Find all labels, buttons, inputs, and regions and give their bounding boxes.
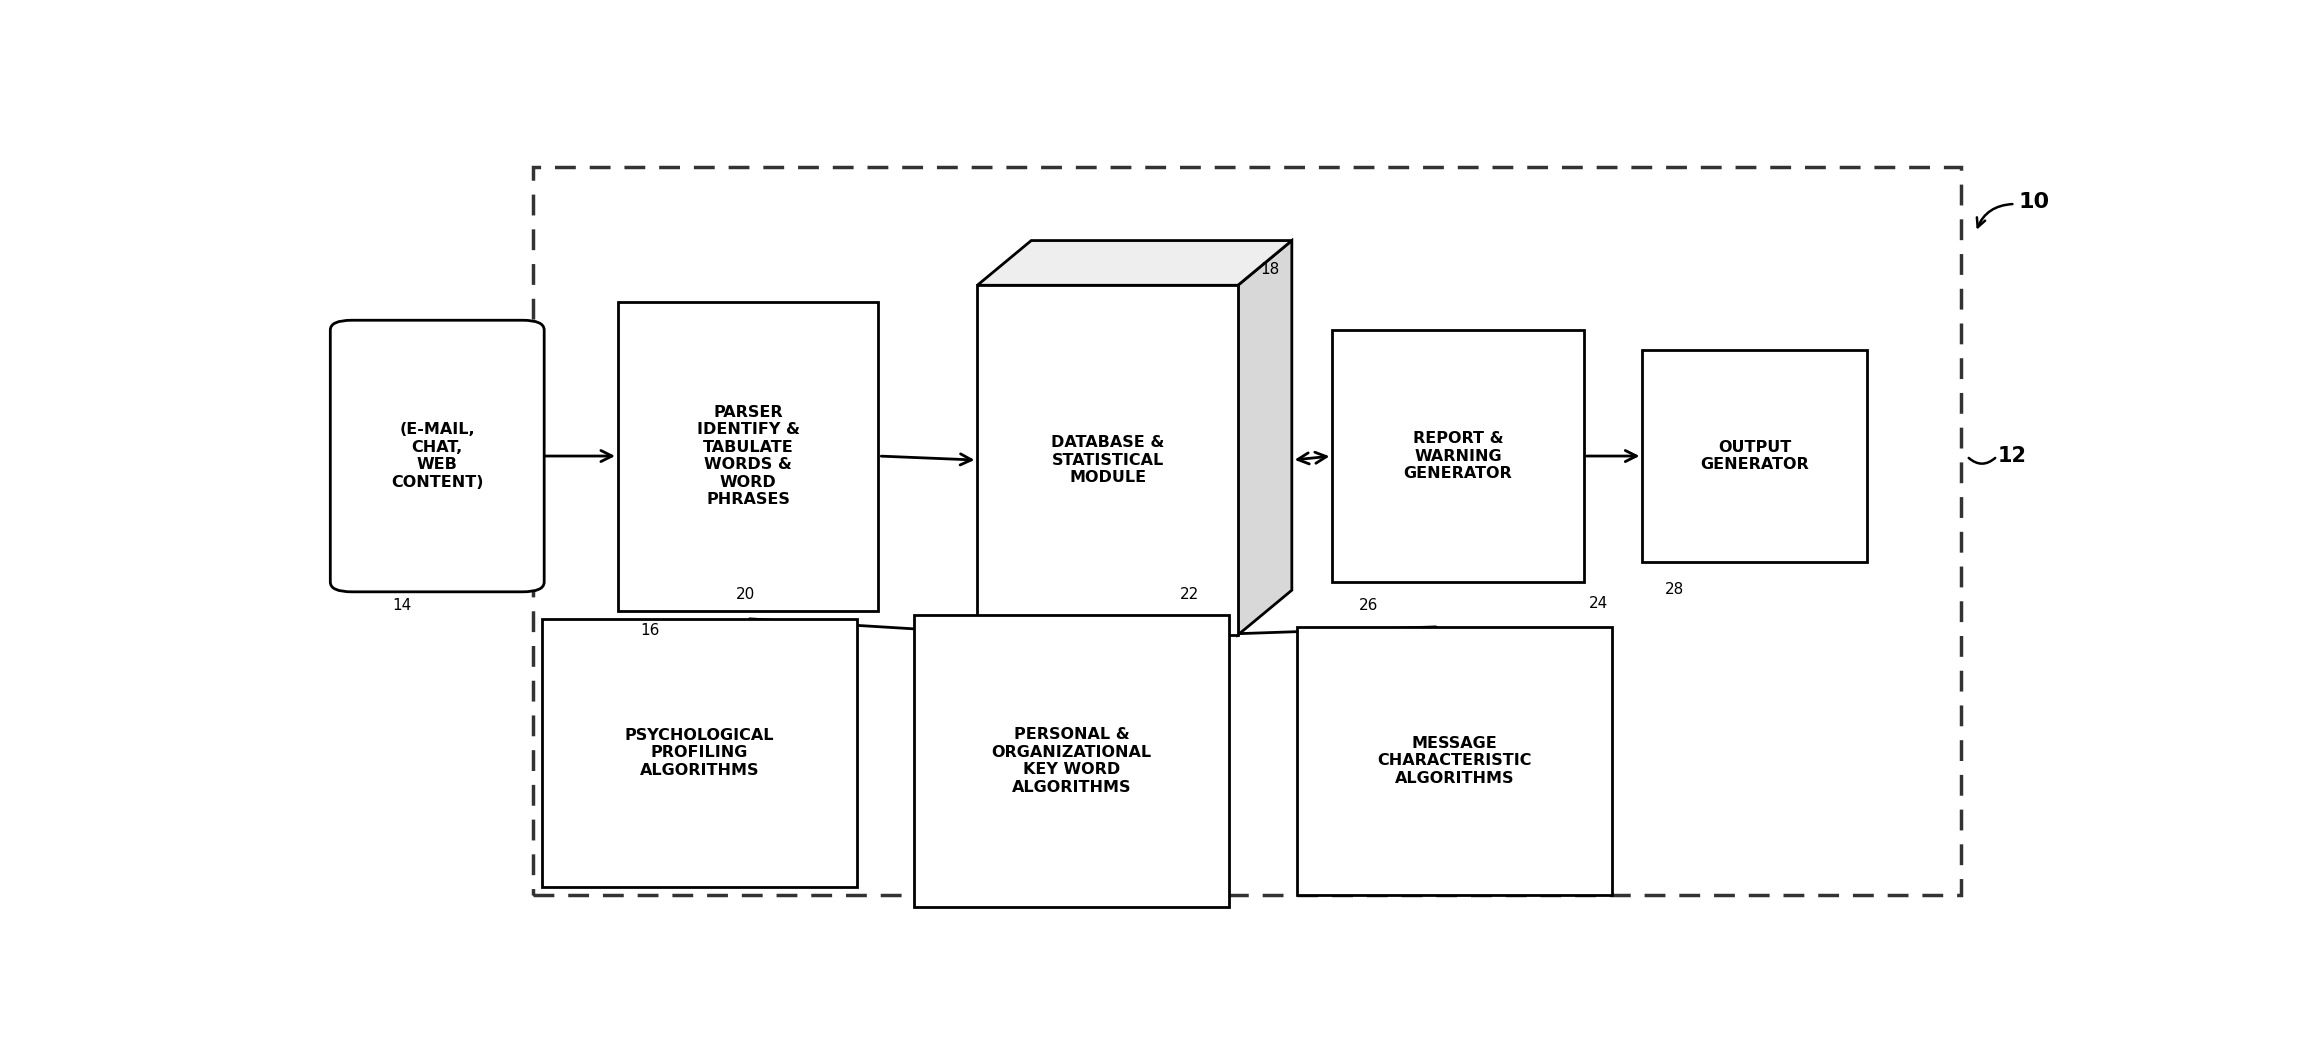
- FancyBboxPatch shape: [1296, 627, 1612, 895]
- Text: 14: 14: [392, 599, 410, 614]
- Text: 24: 24: [1589, 596, 1609, 610]
- Text: MESSAGE
CHARACTERISTIC
ALGORITHMS: MESSAGE CHARACTERISTIC ALGORITHMS: [1377, 736, 1533, 786]
- Text: 10: 10: [2020, 192, 2050, 212]
- Text: REPORT &
WARNING
GENERATOR: REPORT & WARNING GENERATOR: [1403, 431, 1512, 480]
- Text: 26: 26: [1359, 599, 1377, 614]
- FancyBboxPatch shape: [976, 285, 1238, 635]
- FancyBboxPatch shape: [617, 302, 879, 610]
- FancyBboxPatch shape: [329, 320, 545, 591]
- FancyBboxPatch shape: [1642, 351, 1867, 562]
- Text: PSYCHOLOGICAL
PROFILING
ALGORITHMS: PSYCHOLOGICAL PROFILING ALGORITHMS: [624, 728, 775, 777]
- Polygon shape: [976, 241, 1292, 285]
- Text: DATABASE &
STATISTICAL
MODULE: DATABASE & STATISTICAL MODULE: [1051, 435, 1164, 485]
- Text: (E-MAIL,
CHAT,
WEB
CONTENT): (E-MAIL, CHAT, WEB CONTENT): [392, 422, 482, 490]
- Text: 16: 16: [640, 623, 659, 638]
- Text: 22: 22: [1180, 587, 1199, 602]
- Text: OUTPUT
GENERATOR: OUTPUT GENERATOR: [1700, 440, 1809, 472]
- Text: 18: 18: [1262, 262, 1280, 277]
- FancyBboxPatch shape: [1331, 329, 1584, 582]
- FancyBboxPatch shape: [543, 619, 858, 887]
- Text: 12: 12: [1997, 446, 2027, 466]
- Text: PARSER
IDENTIFY &
TABULATE
WORDS &
WORD
PHRASES: PARSER IDENTIFY & TABULATE WORDS & WORD …: [696, 406, 800, 507]
- Text: 28: 28: [1665, 582, 1684, 597]
- Text: 20: 20: [735, 587, 756, 602]
- Polygon shape: [1238, 241, 1292, 635]
- Text: PERSONAL &
ORGANIZATIONAL
KEY WORD
ALGORITHMS: PERSONAL & ORGANIZATIONAL KEY WORD ALGOR…: [993, 728, 1153, 794]
- FancyBboxPatch shape: [914, 615, 1229, 907]
